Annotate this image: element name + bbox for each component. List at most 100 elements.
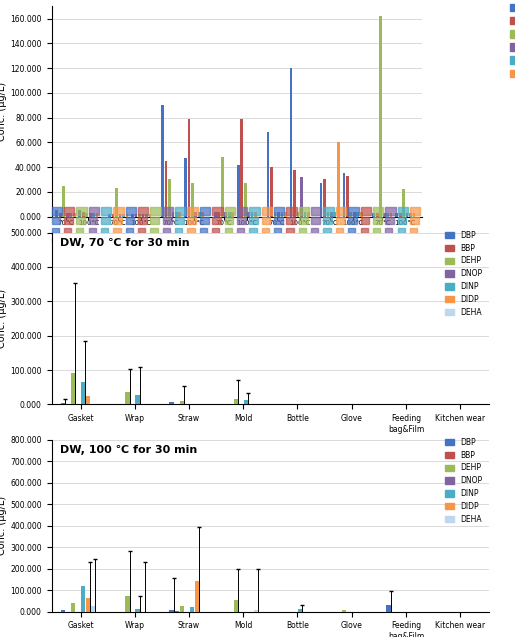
Bar — [122, 214, 125, 217]
Bar — [66, 213, 68, 217]
Bar — [169, 402, 174, 404]
Bar — [267, 132, 269, 217]
Bar — [212, 227, 219, 233]
Bar — [277, 211, 280, 217]
Y-axis label: Conc. (μg/L): Conc. (μg/L) — [0, 82, 8, 141]
Bar — [399, 213, 402, 217]
Bar — [187, 238, 193, 242]
Bar — [175, 211, 178, 217]
Bar — [323, 207, 334, 215]
Bar — [281, 211, 283, 217]
Bar — [86, 598, 91, 612]
Bar — [398, 207, 408, 215]
Bar — [113, 207, 124, 215]
Bar — [234, 399, 238, 404]
Bar — [410, 227, 417, 233]
Bar — [190, 607, 194, 612]
Bar — [356, 211, 359, 217]
Legend: DBP, BBP, DEHP, DNOP, DINP, DIDP, DEHA: DBP, BBP, DEHP, DNOP, DINP, DIDP, DEHA — [442, 434, 486, 527]
Bar — [372, 213, 375, 217]
Bar — [180, 606, 184, 612]
Bar — [64, 217, 73, 224]
Bar — [385, 238, 391, 242]
Bar — [200, 238, 205, 242]
Bar — [82, 211, 84, 217]
Bar — [348, 227, 355, 233]
Bar — [161, 105, 164, 217]
Bar — [89, 227, 96, 233]
Bar — [169, 610, 174, 612]
Bar — [380, 17, 382, 217]
Bar — [89, 238, 94, 242]
Bar — [244, 401, 248, 404]
Bar — [270, 167, 273, 217]
Text: DINP: DINP — [280, 260, 300, 269]
Bar — [249, 207, 260, 215]
Bar — [91, 606, 95, 612]
Bar — [89, 217, 97, 224]
Bar — [52, 207, 62, 215]
Bar — [76, 227, 83, 233]
Bar — [150, 217, 159, 224]
Bar — [89, 213, 92, 217]
Bar — [373, 207, 383, 215]
Bar — [323, 217, 332, 224]
Text: DEHA: DEHA — [384, 260, 407, 269]
Bar — [254, 610, 258, 612]
Bar — [70, 213, 72, 217]
Bar — [273, 211, 277, 217]
Bar — [311, 207, 321, 215]
Bar — [237, 207, 247, 215]
Bar — [168, 180, 171, 217]
Bar — [195, 582, 199, 612]
Bar — [138, 207, 148, 215]
Bar — [56, 210, 58, 217]
Bar — [101, 217, 110, 224]
Bar — [175, 238, 181, 242]
Bar — [323, 180, 326, 217]
Bar — [131, 214, 134, 217]
Bar — [286, 238, 292, 242]
Bar — [115, 188, 118, 217]
Legend: Gasket, Wrap, Straw, Mold, Bottle, Glove: Gasket, Wrap, Straw, Mold, Bottle, Glove — [507, 0, 515, 82]
Bar — [251, 211, 253, 217]
Bar — [145, 214, 148, 217]
Bar — [126, 217, 134, 224]
Bar — [81, 382, 85, 404]
Bar — [214, 211, 217, 217]
Bar — [64, 238, 70, 242]
Bar — [373, 238, 379, 242]
Bar — [237, 238, 243, 242]
Bar — [225, 207, 235, 215]
Bar — [231, 211, 234, 217]
Bar — [126, 214, 128, 217]
Bar — [249, 238, 255, 242]
Bar — [376, 213, 379, 217]
Bar — [135, 395, 140, 404]
Bar — [112, 214, 114, 217]
Bar — [262, 238, 267, 242]
Bar — [299, 217, 307, 224]
Bar — [76, 217, 85, 224]
Bar — [386, 213, 389, 217]
Bar — [360, 217, 369, 224]
Bar — [323, 227, 331, 233]
Bar — [221, 157, 224, 217]
Bar — [254, 211, 257, 217]
Bar — [360, 227, 368, 233]
Bar — [175, 207, 185, 215]
Bar — [142, 214, 144, 217]
Bar — [96, 213, 98, 217]
Bar — [284, 211, 287, 217]
Bar — [373, 227, 380, 233]
Bar — [249, 217, 258, 224]
Bar — [402, 189, 405, 217]
Bar — [212, 217, 221, 224]
Bar — [327, 211, 329, 217]
Bar — [101, 238, 107, 242]
Bar — [336, 238, 341, 242]
Bar — [300, 177, 303, 217]
Bar — [217, 211, 220, 217]
Bar — [61, 610, 65, 612]
Text: DW, 100 ℃ for 30 min: DW, 100 ℃ for 30 min — [60, 445, 198, 455]
